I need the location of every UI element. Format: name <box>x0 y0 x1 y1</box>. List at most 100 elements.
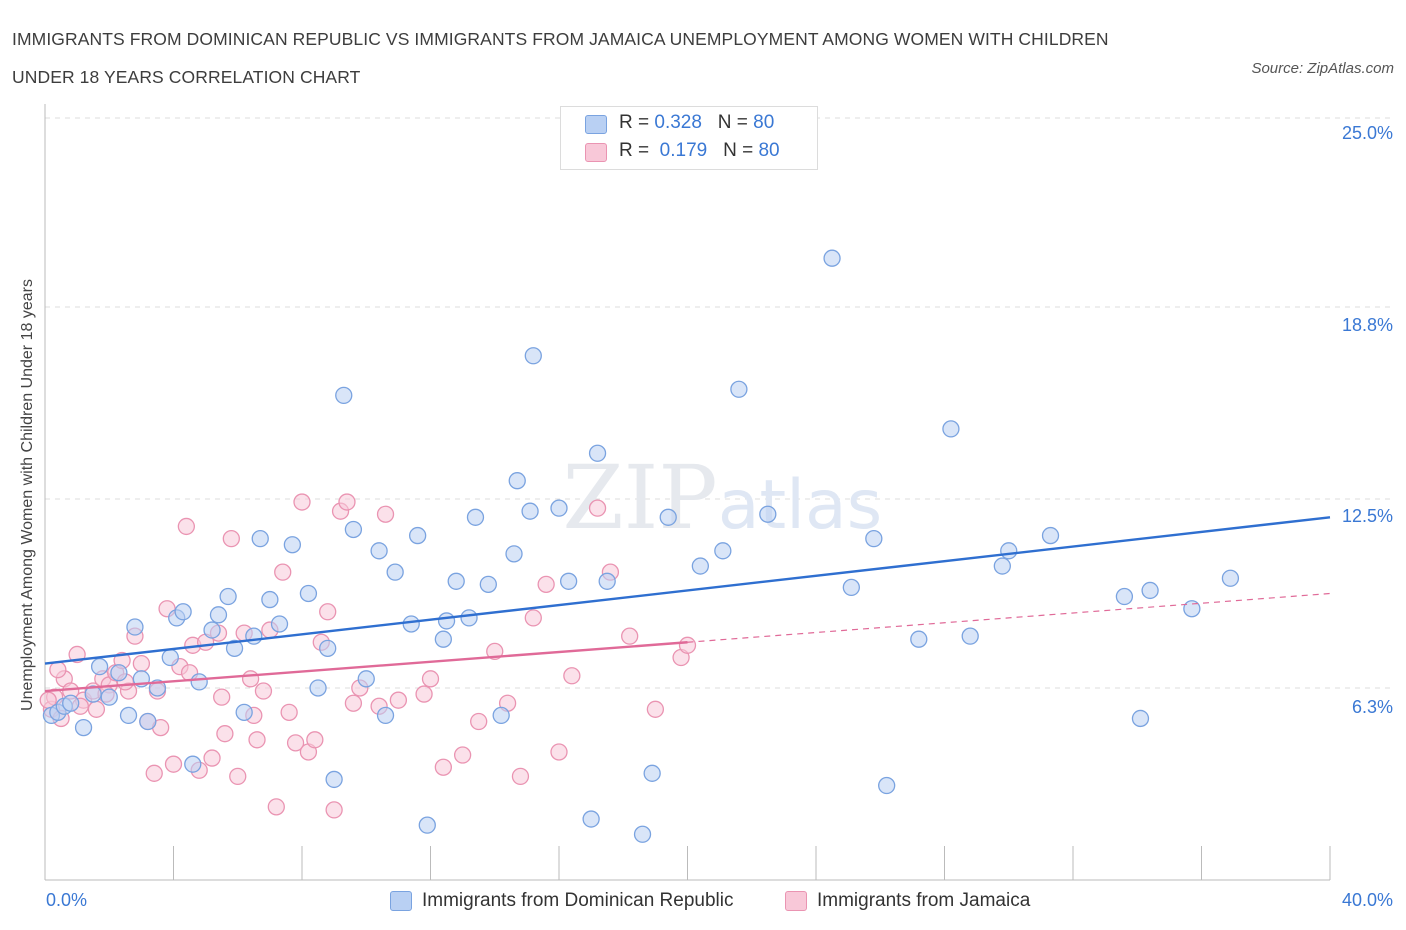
jamaica-point-29 <box>222 529 240 548</box>
jamaica-point-33 <box>248 731 266 749</box>
jamaica-point-58 <box>524 609 542 627</box>
jamaica-trend-line-extension <box>687 592 1331 643</box>
dominican-point-73 <box>1000 542 1018 560</box>
jamaica-point-30 <box>229 767 247 786</box>
jamaica-point-17 <box>145 764 163 782</box>
dominican-point-55 <box>582 810 600 828</box>
dominican-point-74 <box>1041 526 1060 545</box>
dominican-point-10 <box>126 618 144 636</box>
jamaica-point-52 <box>415 685 433 703</box>
source-note: Source: ZipAtlas.com <box>1251 60 1394 77</box>
dominican-point-12 <box>139 712 157 731</box>
dominican-point-43 <box>437 612 456 630</box>
jamaica-point-39 <box>286 734 305 752</box>
legend-r-label-1: R = <box>619 112 650 133</box>
jamaica-point-38 <box>280 703 298 722</box>
dominican-point-50 <box>508 472 526 490</box>
dominican-point-26 <box>261 590 279 609</box>
dominican-point-79 <box>1221 569 1240 587</box>
dominican-point-39 <box>402 615 420 633</box>
dominican-point-71 <box>961 627 979 645</box>
dominican-point-14 <box>161 648 179 667</box>
dominican-point-32 <box>325 770 343 789</box>
dominican-point-24 <box>245 627 263 645</box>
dominican-point-44 <box>447 572 465 590</box>
legend-n-label-2: N = <box>723 140 754 161</box>
dominican-point-49 <box>505 545 523 563</box>
legend-r-value-2: 0.179 <box>659 140 708 161</box>
y-tick-label-6-3: 6.3% <box>1351 697 1393 717</box>
dominican-point-57 <box>598 572 616 590</box>
y-tick-label-18-8: 18.8% <box>1341 315 1393 335</box>
dominican-point-42 <box>434 630 453 648</box>
legend-n-value-1: 80 <box>753 112 775 133</box>
jamaica-point-51 <box>389 691 408 709</box>
jamaica-point-50 <box>376 505 395 523</box>
jamaica-point-62 <box>588 499 607 517</box>
dominican-point-27 <box>270 615 289 633</box>
dominican-point-76 <box>1131 709 1150 728</box>
chart-title-line-2: UNDER 18 YEARS CORRELATION CHART <box>12 67 361 87</box>
dominican-point-64 <box>759 505 777 523</box>
dominican-point-6 <box>90 657 109 676</box>
dominican-point-8 <box>110 664 128 682</box>
dominican-point-48 <box>492 706 510 725</box>
legend-r-label-2: R = <box>619 140 650 161</box>
dominican-point-28 <box>283 536 302 554</box>
jamaica-point-15 <box>132 654 151 673</box>
legend-swatch-blue <box>585 115 607 134</box>
dominican-point-20 <box>209 606 228 624</box>
bottom-legend-swatch-pink <box>785 891 807 911</box>
y-tick-label-25-0: 25.0% <box>1341 123 1393 143</box>
legend-n-label-1: N = <box>717 112 748 133</box>
jamaica-point-42 <box>306 731 324 749</box>
dominican-point-46 <box>466 508 485 526</box>
legend-swatch-pink <box>585 143 607 162</box>
dominican-point-51 <box>521 502 539 520</box>
dominican-point-72 <box>993 557 1011 575</box>
x-tick-label-min: 0.0% <box>46 890 88 910</box>
axes <box>44 104 1331 881</box>
jamaica-point-60 <box>550 743 568 761</box>
dominican-point-59 <box>643 764 661 782</box>
jamaica-point-57 <box>511 767 530 786</box>
dominican-point-75 <box>1115 587 1134 606</box>
dominican-point-21 <box>219 587 237 606</box>
legend-n-value-2: 80 <box>758 140 780 161</box>
jamaica-point-32 <box>241 670 260 688</box>
dominican-trend-line <box>44 516 1331 665</box>
jamaica-point-65 <box>646 700 665 718</box>
dominican-point-41 <box>418 816 436 834</box>
dominican-point-40 <box>408 526 427 545</box>
x-tick-label-max: 40.0% <box>1341 890 1393 910</box>
jamaica-point-69 <box>49 661 67 679</box>
dominican-point-37 <box>376 706 395 725</box>
jamaica-point-75 <box>213 688 231 706</box>
dominican-point-31 <box>319 639 337 658</box>
dominican-point-53 <box>550 499 568 517</box>
jamaica-point-61 <box>563 667 581 685</box>
dominican-point-22 <box>225 639 244 658</box>
watermark-zip: ZIP <box>562 446 717 549</box>
dominican-point-17 <box>184 755 202 773</box>
dominican-point-25 <box>251 529 269 548</box>
dominican-point-77 <box>1141 581 1159 600</box>
dominican-point-38 <box>386 563 404 581</box>
jamaica-point-48 <box>344 694 363 712</box>
watermark-atlas: atlas <box>718 466 882 545</box>
correlation-legend: R = 0.328 N = 80 R = 0.179 N = 80 <box>560 106 818 170</box>
dominican-point-67 <box>865 529 883 548</box>
jamaica-trend-line <box>44 641 688 693</box>
dominican-point-61 <box>691 557 709 575</box>
dominican-point-23 <box>235 703 253 722</box>
dominican-point-16 <box>174 603 192 621</box>
dominican-republic-points <box>42 249 1240 843</box>
dominican-point-34 <box>344 520 363 539</box>
dominican-point-29 <box>299 584 318 603</box>
jamaica-point-22 <box>177 517 196 536</box>
jamaica-point-53 <box>434 758 453 776</box>
dominican-point-19 <box>203 621 221 639</box>
jamaica-point-28 <box>216 725 234 743</box>
dominican-point-9 <box>119 706 138 725</box>
